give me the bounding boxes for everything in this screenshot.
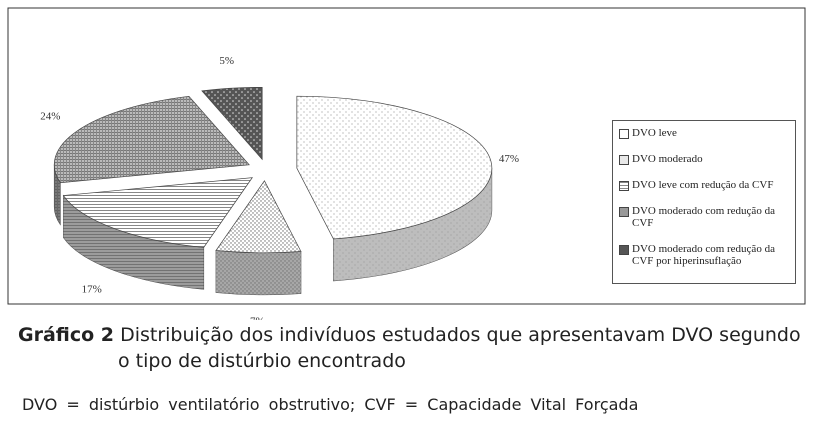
legend-item: DVO moderado xyxy=(619,153,789,165)
footnote: DVO = distúrbio ventilatório obstrutivo;… xyxy=(22,395,639,414)
caption: Gráfico 2 Distribuição dos indivíduos es… xyxy=(18,322,808,374)
legend-item: DVO moderado com redução da CVF xyxy=(619,205,789,229)
legend-item: DVO moderado com redução da CVF por hipe… xyxy=(619,243,789,267)
slice-side-texture xyxy=(333,168,492,281)
legend-swatch xyxy=(619,129,629,139)
slice xyxy=(215,180,302,254)
slice xyxy=(296,95,493,240)
caption-text: Distribuição dos indivíduos estudados qu… xyxy=(118,324,801,372)
legend-swatch xyxy=(619,207,629,217)
legend-swatch xyxy=(619,245,629,255)
data-label: 24% xyxy=(40,111,60,123)
legend-swatch xyxy=(619,155,629,165)
slice xyxy=(53,95,250,184)
slice-side-texture xyxy=(63,195,204,290)
legend-label: DVO moderado xyxy=(632,153,703,165)
slice xyxy=(201,86,263,161)
slice-side-texture xyxy=(215,250,301,295)
caption-label: Gráfico 2 xyxy=(18,324,115,346)
legend-item: DVO leve xyxy=(619,127,789,139)
legend-label: DVO leve xyxy=(632,127,677,139)
legend-label: DVO moderado com redução da CVF por hipe… xyxy=(632,243,775,267)
legend-label: DVO leve com redução da CVF xyxy=(632,179,774,191)
data-label: 47% xyxy=(499,153,519,165)
legend-swatch xyxy=(619,181,629,191)
slice-side-texture xyxy=(54,164,61,225)
frame xyxy=(7,7,806,305)
data-label: 7% xyxy=(250,315,265,320)
legend-item: DVO leve com redução da CVF xyxy=(619,179,789,191)
legend-label: DVO moderado com redução da CVF xyxy=(632,205,775,229)
legend: DVO leve DVO moderado DVO leve com redução… xyxy=(612,120,796,284)
data-label: 17% xyxy=(82,283,102,295)
chart: 47% 7% 17% 24% 5% xyxy=(7,7,806,320)
slice xyxy=(62,177,253,248)
data-label: 5% xyxy=(219,55,234,67)
